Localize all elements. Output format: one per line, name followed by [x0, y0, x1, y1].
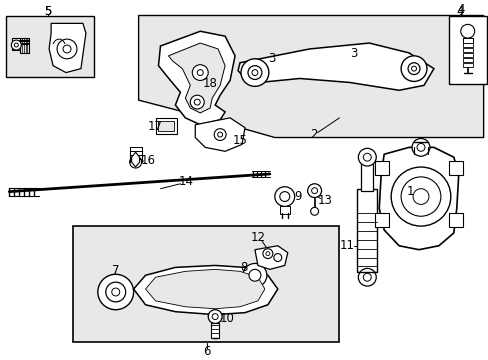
- Bar: [462, 48, 472, 52]
- Bar: [462, 63, 472, 67]
- Polygon shape: [131, 152, 139, 167]
- Circle shape: [310, 207, 318, 215]
- Circle shape: [412, 189, 428, 204]
- Circle shape: [11, 40, 21, 50]
- Circle shape: [274, 187, 294, 206]
- Circle shape: [194, 99, 200, 105]
- Circle shape: [190, 95, 204, 109]
- Circle shape: [279, 192, 289, 202]
- Text: 3: 3: [267, 52, 275, 65]
- Circle shape: [241, 59, 268, 86]
- Bar: [462, 58, 472, 62]
- Bar: [374, 213, 388, 227]
- Polygon shape: [145, 269, 264, 309]
- Circle shape: [251, 69, 257, 76]
- Circle shape: [390, 167, 450, 226]
- Circle shape: [400, 56, 426, 81]
- Text: 15: 15: [232, 134, 247, 147]
- Bar: [462, 38, 472, 43]
- Circle shape: [411, 139, 429, 156]
- Text: 14: 14: [179, 175, 193, 188]
- Bar: [462, 53, 472, 57]
- Bar: [448, 213, 462, 227]
- Bar: [6, 15, 94, 77]
- Text: 18: 18: [203, 77, 217, 90]
- Bar: [357, 189, 376, 272]
- Text: 9: 9: [293, 190, 301, 203]
- Text: 5: 5: [44, 5, 52, 18]
- Circle shape: [243, 264, 266, 287]
- Bar: [448, 15, 486, 84]
- Circle shape: [192, 65, 208, 80]
- Circle shape: [400, 177, 440, 216]
- Polygon shape: [195, 118, 244, 151]
- Polygon shape: [168, 43, 224, 113]
- Circle shape: [57, 39, 77, 59]
- Circle shape: [197, 69, 203, 76]
- Text: 3: 3: [349, 48, 356, 60]
- Circle shape: [363, 273, 370, 281]
- Circle shape: [358, 269, 375, 286]
- Circle shape: [248, 269, 261, 281]
- Circle shape: [112, 288, 120, 296]
- Bar: [462, 43, 472, 47]
- Circle shape: [363, 153, 370, 161]
- Circle shape: [307, 184, 321, 198]
- Circle shape: [273, 254, 281, 261]
- Circle shape: [63, 45, 71, 53]
- Circle shape: [416, 143, 424, 151]
- Text: 16: 16: [141, 154, 156, 167]
- Circle shape: [208, 310, 222, 324]
- Text: 7: 7: [112, 264, 119, 277]
- Bar: [279, 206, 289, 214]
- Bar: [73, 226, 339, 342]
- Circle shape: [98, 274, 133, 310]
- Bar: [448, 161, 462, 175]
- Circle shape: [411, 66, 416, 71]
- Text: 11: 11: [339, 239, 354, 252]
- Text: 12: 12: [250, 231, 265, 244]
- Text: 13: 13: [318, 194, 332, 207]
- Polygon shape: [379, 147, 458, 250]
- Circle shape: [129, 156, 142, 168]
- Text: 5: 5: [44, 5, 52, 18]
- Polygon shape: [158, 31, 235, 125]
- Circle shape: [14, 43, 18, 47]
- Polygon shape: [49, 23, 86, 73]
- Circle shape: [265, 252, 269, 256]
- Polygon shape: [133, 265, 277, 315]
- Bar: [155, 118, 177, 134]
- Circle shape: [263, 249, 272, 258]
- Bar: [158, 121, 174, 131]
- Polygon shape: [254, 246, 287, 269]
- Text: 10: 10: [219, 312, 234, 325]
- Circle shape: [212, 314, 218, 320]
- Text: 17: 17: [148, 120, 163, 133]
- Circle shape: [247, 66, 262, 80]
- Bar: [361, 159, 372, 191]
- Circle shape: [460, 24, 474, 38]
- Circle shape: [214, 129, 225, 140]
- Text: 6: 6: [203, 345, 210, 357]
- Polygon shape: [138, 15, 483, 138]
- Bar: [12, 38, 20, 50]
- Polygon shape: [238, 43, 433, 90]
- Circle shape: [407, 63, 419, 75]
- Circle shape: [311, 188, 317, 194]
- Text: 8: 8: [240, 261, 247, 274]
- Text: 4: 4: [456, 3, 464, 16]
- Bar: [374, 161, 388, 175]
- Circle shape: [217, 132, 222, 137]
- Circle shape: [358, 148, 375, 166]
- Text: 1: 1: [406, 185, 413, 198]
- Text: 4: 4: [455, 5, 463, 18]
- Text: 2: 2: [309, 128, 317, 141]
- Bar: [211, 324, 219, 338]
- Circle shape: [105, 282, 125, 302]
